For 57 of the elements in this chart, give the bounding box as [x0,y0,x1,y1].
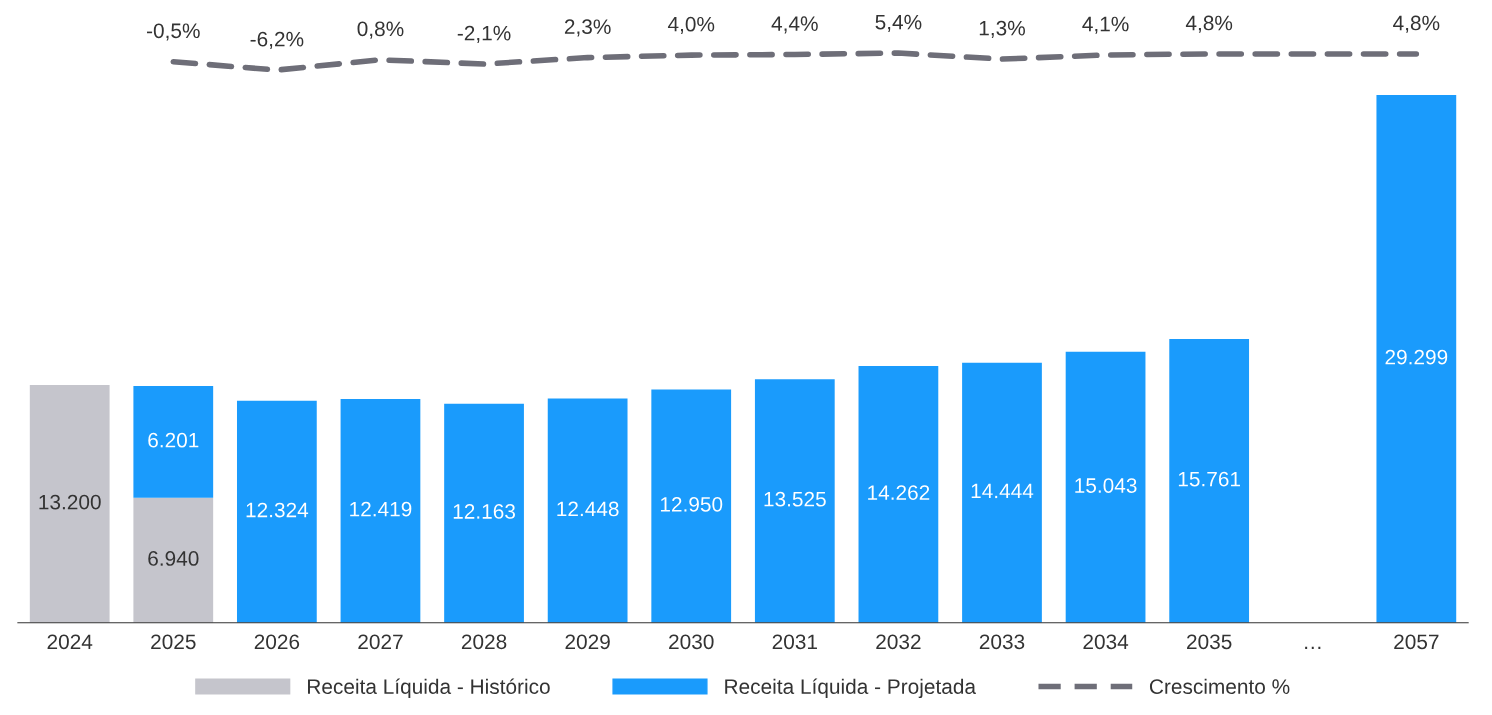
bar [236,400,317,623]
bar [754,379,835,623]
data-label: 29.299 [1385,349,1448,365]
x-tick-label: … [1305,646,1321,649]
x-tick-label: 2027 [358,634,403,650]
data-label: 6.201 [148,432,199,448]
data-label: 13.525 [764,491,826,507]
bar [962,362,1042,623]
data-label: 15.761 [1178,471,1241,487]
bar [1065,351,1146,623]
bar [547,398,628,623]
x-tick-label: 2026 [254,634,300,650]
data-label: 6.940 [148,551,199,566]
bar [340,399,421,623]
bar [133,497,214,623]
data-label: 4,8% [1185,15,1233,33]
x-tick-label: 2028 [461,634,507,650]
bar [1169,338,1250,623]
data-label: 12.448 [557,501,619,517]
x-tick-label: 2025 [151,634,196,650]
x-tick-label: 2031 [772,634,817,650]
data-label: -0,5% [147,23,200,41]
x-tick-label: 2057 [1394,634,1439,650]
data-label: 12.950 [660,496,723,512]
bar [444,403,524,623]
data-label: 1,3% [979,20,1025,38]
data-label: 12.419 [350,501,412,517]
x-tick-label: 2032 [876,634,921,650]
x-tick-label: 2030 [669,634,714,650]
data-label: 4,1% [1082,16,1129,34]
legend-label: Receita Líquida - Histórico [308,678,550,699]
x-tick-label: 2029 [565,634,610,650]
bar [858,365,939,623]
data-label: 13.200 [39,494,101,510]
bar [133,386,214,498]
data-label: 2,3% [564,19,611,37]
data-label: 14.262 [868,485,930,500]
legend-label: Crescimento % [1149,678,1290,694]
legend-label: Receita Líquida - Projetada [725,678,976,699]
data-label: 12.324 [246,502,309,518]
x-tick-label: 2033 [979,634,1025,650]
data-label: -2,1% [457,25,511,43]
x-tick-label: 2035 [1187,634,1232,650]
bar [651,389,732,623]
bar [29,385,110,623]
data-label: 14.444 [971,483,1034,499]
data-label: -6,2% [250,31,304,49]
x-tick-label: 2034 [1083,634,1129,650]
data-label: 0,8% [357,21,404,39]
data-label: 4,8% [1393,15,1440,33]
bar [1376,95,1457,623]
data-label: 12.163 [453,504,515,519]
data-label: 4,0% [667,16,715,35]
data-label: 15.043 [1075,478,1137,493]
x-tick-label: 2024 [47,634,93,650]
data-label: 4,4% [771,16,818,34]
data-label: 5,4% [875,14,922,32]
